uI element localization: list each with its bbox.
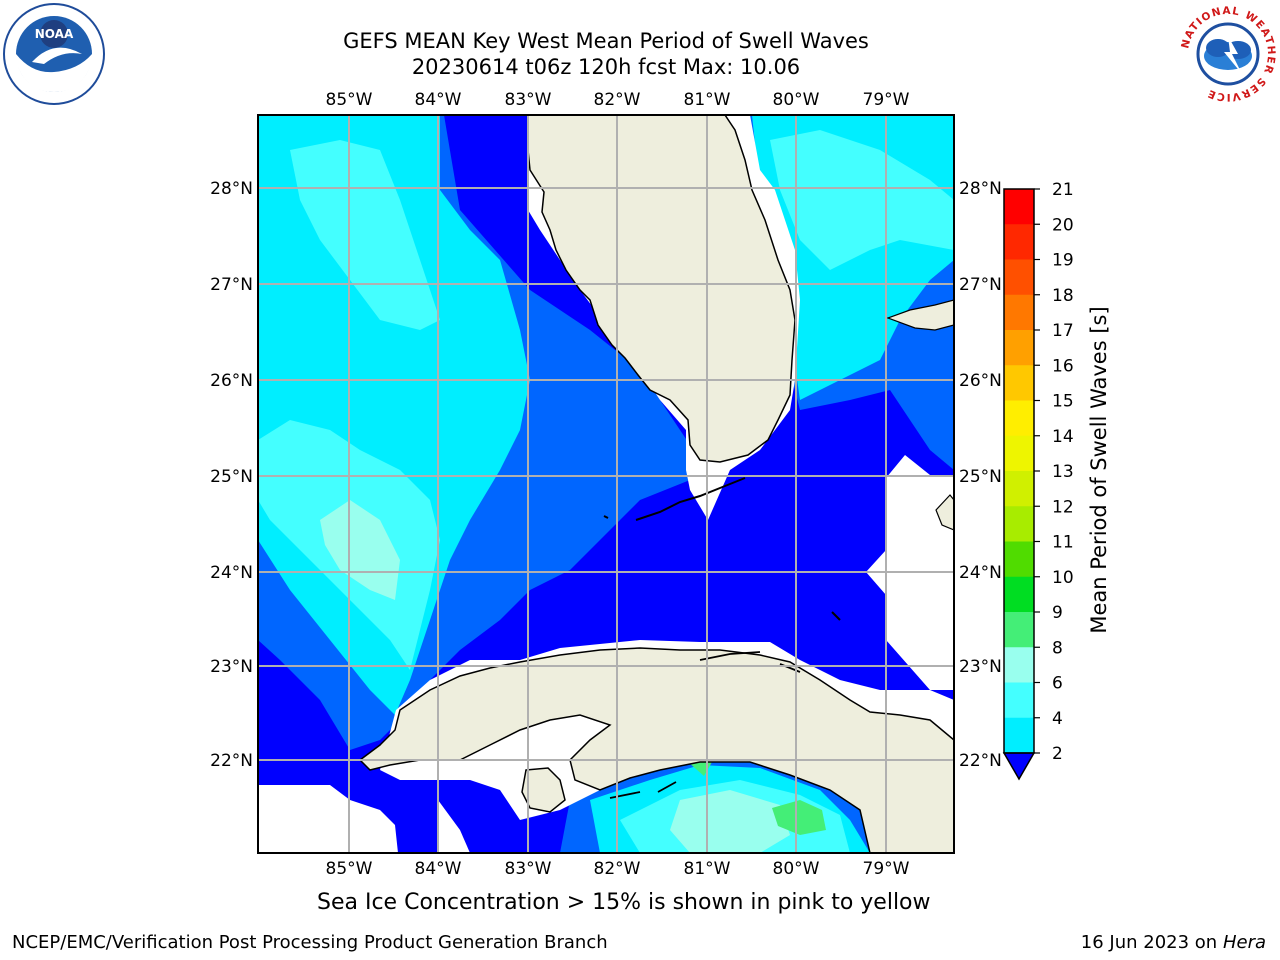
colorbar-tick-label: 12 — [1052, 497, 1074, 517]
field-10s — [772, 800, 826, 835]
colorbar-tick-label: 15 — [1052, 392, 1074, 412]
credit-line: NCEP/EMC/Verification Post Processing Pr… — [12, 932, 608, 953]
colorbar-tick-label: 11 — [1052, 533, 1074, 553]
cuba-keys — [609, 651, 801, 799]
lat-labels-left: 28°N 27°N 26°N 25°N 24°N 23°N 22°N — [210, 179, 253, 771]
lat-label: 22°N — [959, 751, 1002, 771]
colorbar: 21 20 19 18 17 16 15 14 13 12 11 10 9 8 6 4 2 — [1002, 180, 1074, 781]
lat-label: 27°N — [959, 275, 1002, 295]
colorbar-segment — [1004, 259, 1034, 296]
field-8s-east — [770, 130, 954, 270]
colorbar-segment — [1004, 330, 1034, 366]
lon-label: 80°W — [773, 859, 820, 879]
machine-name: Hera — [1222, 932, 1266, 953]
lon-labels-bottom: 85°W 84°W 83°W 82°W 81°W 80°W 79°W — [326, 859, 910, 879]
colorbar-segment — [1004, 576, 1034, 613]
lat-label: 26°N — [210, 371, 253, 391]
colorbar-segment — [1004, 506, 1034, 542]
colorbar-segment — [1004, 365, 1034, 401]
chart-subtitle: 20230614 t06z 120h fcst Max: 10.06 — [411, 55, 801, 79]
lat-label: 25°N — [210, 467, 253, 487]
mask-sw — [258, 785, 398, 853]
colorbar-tick-label: 4 — [1052, 709, 1063, 729]
colorbar-tick-label: 20 — [1052, 215, 1074, 235]
date-stamp: 16 Jun 2023 on Hera — [1081, 932, 1266, 953]
colorbar-segment — [1004, 612, 1034, 648]
lat-label: 25°N — [959, 467, 1002, 487]
lat-label: 23°N — [959, 657, 1002, 677]
colorbar-tick-label: 19 — [1052, 251, 1074, 271]
land-bahamas — [886, 299, 954, 331]
lon-label: 85°W — [326, 90, 373, 110]
noaa-center-text: NOAA — [35, 27, 74, 41]
lon-label: 85°W — [326, 859, 373, 879]
colorbar-tick-label: 9 — [1052, 603, 1063, 623]
land-bahamas-b — [935, 494, 954, 531]
colorbar-extend-arrow — [1002, 752, 1036, 781]
lat-label: 27°N — [210, 275, 253, 295]
colorbar-segment — [1004, 682, 1034, 719]
colorbar-segment — [1004, 471, 1034, 507]
lon-label: 83°W — [505, 859, 552, 879]
lat-label: 24°N — [959, 563, 1002, 583]
colorbar-segment — [1004, 541, 1034, 578]
land-florida — [527, 115, 796, 463]
colorbar-label: Mean Period of Swell Waves [s] — [1087, 306, 1111, 633]
colorbar-tick-label: 16 — [1052, 356, 1074, 376]
lon-label: 84°W — [415, 859, 462, 879]
land-cuba — [358, 647, 954, 853]
lat-labels-right: 28°N 27°N 26°N 25°N 24°N 23°N 22°N — [959, 179, 1002, 771]
date-text: 16 Jun 2023 on — [1080, 932, 1218, 953]
map-area — [258, 115, 954, 853]
colorbar-segment — [1004, 717, 1034, 754]
lon-label: 81°W — [684, 90, 731, 110]
colorbar-tick-label: 10 — [1052, 568, 1074, 588]
lon-label: 82°W — [594, 90, 641, 110]
cay-sal — [831, 611, 841, 621]
lon-label: 82°W — [594, 859, 641, 879]
map-frame — [257, 114, 955, 854]
lat-label: 26°N — [959, 371, 1002, 391]
lat-label: 28°N — [210, 179, 253, 199]
land-isle-of-youth — [521, 767, 566, 813]
colorbar-segment — [1004, 400, 1034, 437]
colorbar-segment — [1004, 435, 1034, 472]
lon-label: 79°W — [863, 859, 910, 879]
colorbar-tick-label: 17 — [1052, 321, 1074, 341]
nws-logo: NATIONAL WEATHER SERVICE — [1179, 5, 1276, 103]
noaa-logo: NOAA — [3, 3, 105, 105]
lat-label: 22°N — [210, 751, 253, 771]
field-9s-south — [670, 790, 790, 853]
lon-labels-top: 85°W 84°W 83°W 82°W 81°W 80°W 79°W — [326, 90, 910, 110]
colorbar-tick-label: 18 — [1052, 286, 1074, 306]
sea-ice-note: Sea Ice Concentration > 15% is shown in … — [317, 890, 931, 915]
florida-keys — [635, 477, 746, 521]
mask-se-bay — [438, 800, 470, 853]
lon-label: 80°W — [773, 90, 820, 110]
colorbar-segment — [1004, 189, 1034, 225]
colorbar-tick-label: 6 — [1052, 674, 1063, 694]
colorbar-tick-label: 8 — [1052, 638, 1063, 658]
lat-label: 24°N — [210, 563, 253, 583]
lat-label: 23°N — [210, 657, 253, 677]
colorbar-segment — [1004, 224, 1034, 260]
lon-label: 81°W — [684, 859, 731, 879]
colorbar-tick-label: 14 — [1052, 427, 1074, 447]
field-9s — [320, 500, 400, 600]
chart-title: GEFS MEAN Key West Mean Period of Swell … — [343, 29, 869, 53]
lon-label: 84°W — [415, 90, 462, 110]
lat-label: 28°N — [959, 179, 1002, 199]
lon-label: 83°W — [505, 90, 552, 110]
colorbar-tick-label: 21 — [1052, 180, 1074, 200]
colorbar-segment — [1004, 294, 1034, 331]
colorbar-tick-label: 2 — [1052, 744, 1063, 764]
colorbar-segment — [1004, 647, 1034, 683]
dry-tortugas — [603, 515, 609, 519]
lon-label: 79°W — [863, 90, 910, 110]
colorbar-tick-label: 13 — [1052, 462, 1074, 482]
gridlines — [258, 115, 954, 853]
